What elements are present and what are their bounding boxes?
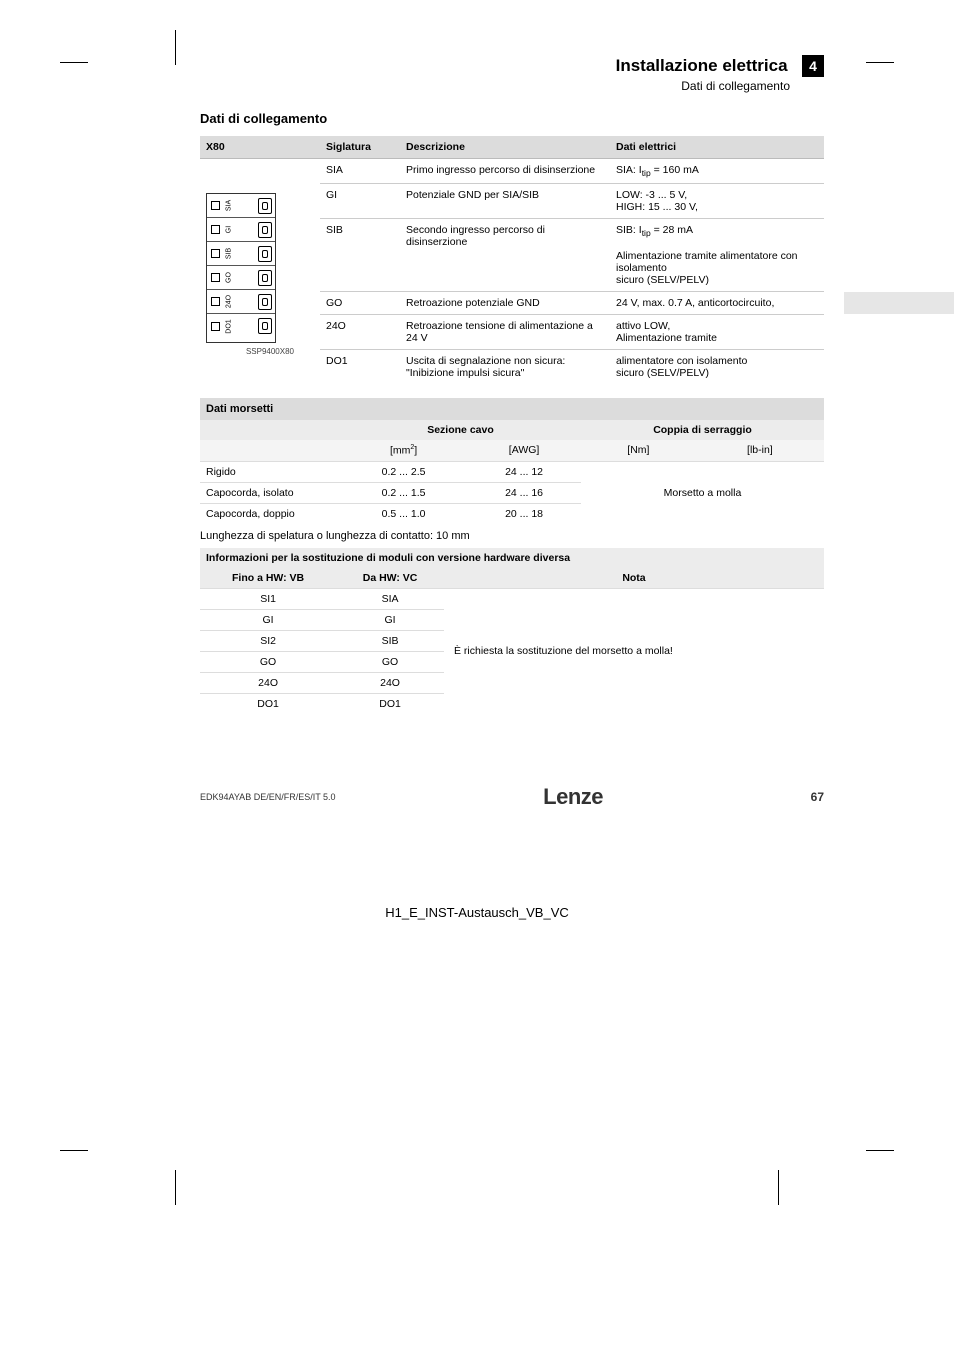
- page-footer: EDK94AYAB DE/EN/FR/ES/IT 5.0 Lenze 67: [200, 784, 824, 810]
- t1-sig: GI: [320, 184, 400, 219]
- header-badge: 4: [802, 55, 824, 77]
- t3-a: 24O: [200, 672, 336, 693]
- t1-sig: 24O: [320, 315, 400, 350]
- x80-label: DO1: [226, 317, 233, 335]
- t3-b: GI: [336, 609, 444, 630]
- t3-b: 24O: [336, 672, 444, 693]
- x80-label: 24O: [226, 293, 233, 311]
- t3-h1: Fino a HW: VB: [200, 568, 336, 589]
- t3-b: DO1: [336, 693, 444, 714]
- header-title: Installazione elettrica: [616, 56, 788, 76]
- t3-b: SIA: [336, 588, 444, 609]
- t2-val: 20 ... 18: [467, 503, 581, 524]
- t1-h4: Dati elettrici: [610, 136, 824, 159]
- bottom-caption: H1_E_INST-Austausch_VB_VC: [0, 905, 954, 920]
- t2-title: Dati morsetti: [200, 398, 824, 420]
- t1-desc: Retroazione tensione di alimentazione a …: [400, 315, 610, 350]
- crop-mark: [778, 1170, 779, 1205]
- x80-caption: SSP9400X80: [206, 347, 314, 356]
- t2-label: Capocorda, doppio: [200, 503, 340, 524]
- x80-label: SIA: [226, 197, 233, 215]
- t1-desc: Potenziale GND per SIA/SIB: [400, 184, 610, 219]
- t2-unit: [AWG]: [467, 440, 581, 461]
- t1-desc: Primo ingresso percorso di disinserzione: [400, 159, 610, 184]
- crop-mark: [175, 1170, 176, 1205]
- page-edge-strip: [844, 292, 954, 314]
- t1-sig: SIA: [320, 159, 400, 184]
- t2-unit: [lb-in]: [696, 440, 824, 461]
- t2-unit: [Nm]: [581, 440, 696, 461]
- crop-mark: [60, 1150, 88, 1151]
- t1-desc: Retroazione potenziale GND: [400, 292, 610, 315]
- t1-sig: DO1: [320, 350, 400, 385]
- footer-logo: Lenze: [543, 784, 603, 810]
- t1-sig: GO: [320, 292, 400, 315]
- t3-a: DO1: [200, 693, 336, 714]
- t1-dati: alimentatore con isolamentosicuro (SELV/…: [610, 350, 824, 385]
- t2-val: 0.2 ... 1.5: [340, 482, 467, 503]
- x80-label: GO: [226, 269, 233, 287]
- x80-label: GI: [226, 221, 233, 239]
- footer-page-number: 67: [811, 790, 824, 804]
- t2-val: 0.2 ... 2.5: [340, 461, 467, 482]
- t1-dati: LOW: -3 ... 5 V, HIGH: 15 ... 30 V,: [610, 184, 824, 219]
- t1-sig: SIB: [320, 219, 400, 292]
- terminal-table: Dati morsetti Sezione cavo Coppia di ser…: [200, 398, 824, 524]
- x80-diagram-cell: SIA GI SIB GO 24O DO1 SSP9400X80: [200, 159, 320, 385]
- t1-h2: Siglatura: [320, 136, 400, 159]
- note-text: Lunghezza di spelatura o lunghezza di co…: [200, 530, 824, 542]
- t1-dati: attivo LOW,Alimentazione tramite: [610, 315, 824, 350]
- t3-b: GO: [336, 651, 444, 672]
- header-subtitle: Dati di collegamento: [200, 79, 824, 93]
- t1-dati: SIB: Itip = 28 mAAlimentazione tramite a…: [610, 219, 824, 292]
- crop-mark: [866, 1150, 894, 1151]
- t1-h3: Descrizione: [400, 136, 610, 159]
- crop-mark: [60, 62, 88, 63]
- connection-table: X80 Siglatura Descrizione Dati elettrici…: [200, 136, 824, 384]
- t3-b: SIB: [336, 630, 444, 651]
- t2-val: 0.5 ... 1.0: [340, 503, 467, 524]
- t2-label: Capocorda, isolato: [200, 482, 340, 503]
- t2-merged: Morsetto a molla: [581, 461, 824, 524]
- t2-unit: [mm2]: [340, 440, 467, 461]
- crop-mark: [866, 62, 894, 63]
- footer-left: EDK94AYAB DE/EN/FR/ES/IT 5.0: [200, 792, 336, 802]
- t1-h1: X80: [200, 136, 320, 159]
- t3-h3: Nota: [444, 568, 824, 589]
- t2-group1: Sezione cavo: [340, 420, 581, 440]
- x80-label: SIB: [226, 245, 233, 263]
- t3-a: SI1: [200, 588, 336, 609]
- t3-h2: Da HW: VC: [336, 568, 444, 589]
- page-header: Installazione elettrica 4 Dati di colleg…: [200, 55, 824, 93]
- t2-val: 24 ... 16: [467, 482, 581, 503]
- t1-dati: 24 V, max. 0.7 A, anticortocircuito,: [610, 292, 824, 315]
- t2-label: Rigido: [200, 461, 340, 482]
- t3-a: SI2: [200, 630, 336, 651]
- hw-substitution-table: Informazioni per la sostituzione di modu…: [200, 548, 824, 714]
- t1-dati: SIA: Itip = 160 mA: [610, 159, 824, 184]
- t3-merged: È richiesta la sostituzione del morsetto…: [444, 588, 824, 714]
- t2-val: 24 ... 12: [467, 461, 581, 482]
- t2-group2: Coppia di serraggio: [581, 420, 824, 440]
- t1-desc: Uscita di segnalazione non sicura: "Inib…: [400, 350, 610, 385]
- t3-a: GO: [200, 651, 336, 672]
- section-heading: Dati di collegamento: [200, 111, 824, 126]
- t3-title: Informazioni per la sostituzione di modu…: [200, 548, 824, 568]
- t1-desc: Secondo ingresso percorso di disinserzio…: [400, 219, 610, 292]
- t3-a: GI: [200, 609, 336, 630]
- x80-diagram: SIA GI SIB GO 24O DO1: [206, 193, 276, 343]
- crop-mark: [175, 30, 176, 65]
